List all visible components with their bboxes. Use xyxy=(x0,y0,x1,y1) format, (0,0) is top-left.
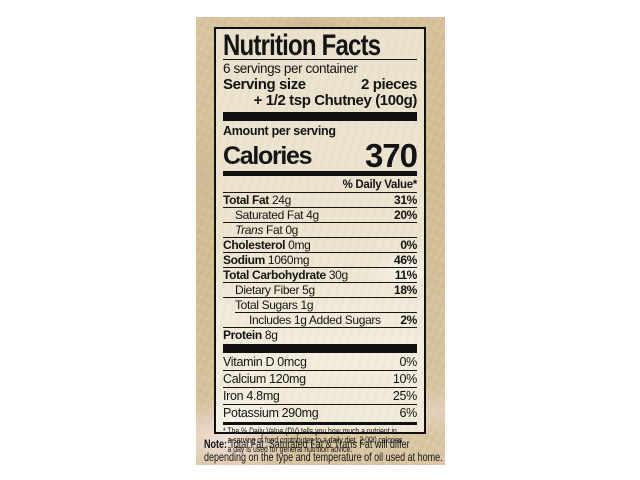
nutrient-row-protein: Protein 8g xyxy=(223,327,417,342)
nutrient-dv: 11% xyxy=(394,268,418,282)
vitamin-dv: 25% xyxy=(392,388,417,403)
vitamin-amount: 290mg xyxy=(281,405,319,420)
title-divider xyxy=(223,59,417,60)
nutrient-name: Cholesterol xyxy=(223,238,286,252)
nutrient-amount: 1g xyxy=(300,298,314,312)
nutrient-name-italic: Trans xyxy=(235,223,264,237)
note-label: Note: xyxy=(204,437,228,451)
vitamin-name: Vitamin D xyxy=(223,354,275,369)
nutrient-name: Fat xyxy=(266,223,283,237)
nutrient-amount: 0g xyxy=(285,223,298,237)
vitamin-amount: 0mcg xyxy=(277,354,307,369)
nutrient-row-total-sugars: Total Sugars 1g xyxy=(223,297,417,312)
section-divider-bar xyxy=(223,112,417,121)
nutrient-dv: 31% xyxy=(394,193,417,207)
nutrient-row-added-sugars: Includes 1g Added Sugars 2% xyxy=(235,312,417,327)
nutrient-dv: 18% xyxy=(394,283,417,297)
nutrient-amount: 24g xyxy=(271,193,291,207)
nutrient-row-cholesterol: Cholesterol 0mg 0% xyxy=(223,237,417,252)
nutrient-amount: 4g xyxy=(306,208,319,222)
vitamin-name: Potassium xyxy=(223,405,279,420)
kraft-paper-background: Nutrition Facts 6 servings per container… xyxy=(196,17,445,465)
vitamin-row-iron: Iron 4.8mg 25% xyxy=(223,387,417,404)
servings-per-container: 6 servings per container xyxy=(223,61,358,76)
nutrient-amount: 5g xyxy=(302,283,315,297)
nutrient-dv: 0% xyxy=(400,238,417,252)
nutrient-amount: 30g xyxy=(328,268,348,282)
vitamin-dv: 6% xyxy=(399,405,418,420)
amount-per-serving-label: Amount per serving xyxy=(223,124,336,138)
nutrition-facts-label: Nutrition Facts 6 servings per container… xyxy=(214,27,426,454)
daily-value-footnote: * The % Daily Value (DV) tells you how m… xyxy=(223,425,417,454)
calories-row: Calories 370 xyxy=(223,137,418,174)
nutrient-name: Includes 1g Added Sugars xyxy=(249,313,381,327)
nutrient-amount: 1060mg xyxy=(267,253,310,267)
footnote-line: a day is used for general nutrition advi… xyxy=(227,444,353,454)
calories-label: Calories xyxy=(223,142,313,170)
nutrient-row-dietary-fiber: Dietary Fiber 5g 18% xyxy=(223,282,417,297)
nutrient-dv: 20% xyxy=(394,208,417,222)
serving-size-value-line2: + 1/2 tsp Chutney (100g) xyxy=(253,92,418,109)
note-line: Note: Total Fat, Saturated Fat & Trans Fa… xyxy=(204,438,445,451)
nutrient-name: Total Carbohydrate xyxy=(223,268,326,282)
nutrient-amount: 8g xyxy=(264,328,278,342)
vitamins-section: Vitamin D 0mcg 0% Calcium 120mg 10% Iron 4.… xyxy=(223,354,417,421)
footnote-line: * The % Daily Value (DV) tells you how m… xyxy=(223,426,397,436)
nutrient-name: Sodium xyxy=(223,253,265,267)
vitamin-amount: 120mg xyxy=(269,371,306,386)
serving-size-label: Serving size xyxy=(223,76,306,93)
nutrient-row-total-fat: Total Fat 24g 31% xyxy=(223,192,417,207)
label-title: Nutrition Facts xyxy=(223,29,381,62)
vitamin-name: Iron xyxy=(223,388,244,403)
vitamin-name: Calcium xyxy=(223,371,267,386)
oil-note: Note: Total Fat, Saturated Fat & Trans Fa… xyxy=(204,438,444,463)
vitamin-dv: 10% xyxy=(392,371,417,386)
vitamin-row-potassium: Potassium 290mg 6% xyxy=(223,404,417,421)
note-line: depending on the type and temperature of… xyxy=(204,449,443,464)
nutrient-name: Protein xyxy=(223,328,262,342)
nutrient-amount: 0mg xyxy=(288,238,311,252)
footnote-line: a serving of food contributes to a daily… xyxy=(227,435,403,445)
calories-value: 370 xyxy=(364,137,418,174)
footnote-divider-bar xyxy=(223,422,417,425)
vitamin-row-calcium: Calcium 120mg 10% xyxy=(223,370,417,387)
vitamin-row-vitamin-d: Vitamin D 0mcg 0% xyxy=(223,354,417,370)
nutrient-row-saturated-fat: Saturated Fat 4g 20% xyxy=(223,207,417,222)
vitamin-amount: 4.8mg xyxy=(246,388,280,403)
nutrient-name: Total Sugars xyxy=(235,298,298,312)
daily-value-header: % Daily Value* xyxy=(342,179,418,191)
nutrient-dv: 2% xyxy=(400,313,417,327)
nutrient-row-total-carbohydrate: Total Carbohydrate 30g 11% xyxy=(223,267,417,282)
calories-divider-bar xyxy=(223,171,417,176)
nutrient-row-sodium: Sodium 1060mg 46% xyxy=(223,252,417,267)
serving-size-row: Serving size 2 pieces xyxy=(223,76,417,93)
serving-size-value: 2 pieces xyxy=(360,76,417,93)
note-text: Total Fat, Saturated Fat & Trans Fat wil… xyxy=(229,437,410,451)
section-divider-bar xyxy=(223,344,417,353)
nutrient-row-trans-fat: Trans Fat 0g xyxy=(223,222,417,237)
nutrient-name: Dietary Fiber xyxy=(235,283,300,297)
nutrient-name: Total Fat xyxy=(223,193,269,207)
vitamin-dv: 0% xyxy=(399,354,418,369)
nutrient-dv: 46% xyxy=(394,253,417,267)
nutrient-name: Saturated Fat xyxy=(235,208,304,222)
